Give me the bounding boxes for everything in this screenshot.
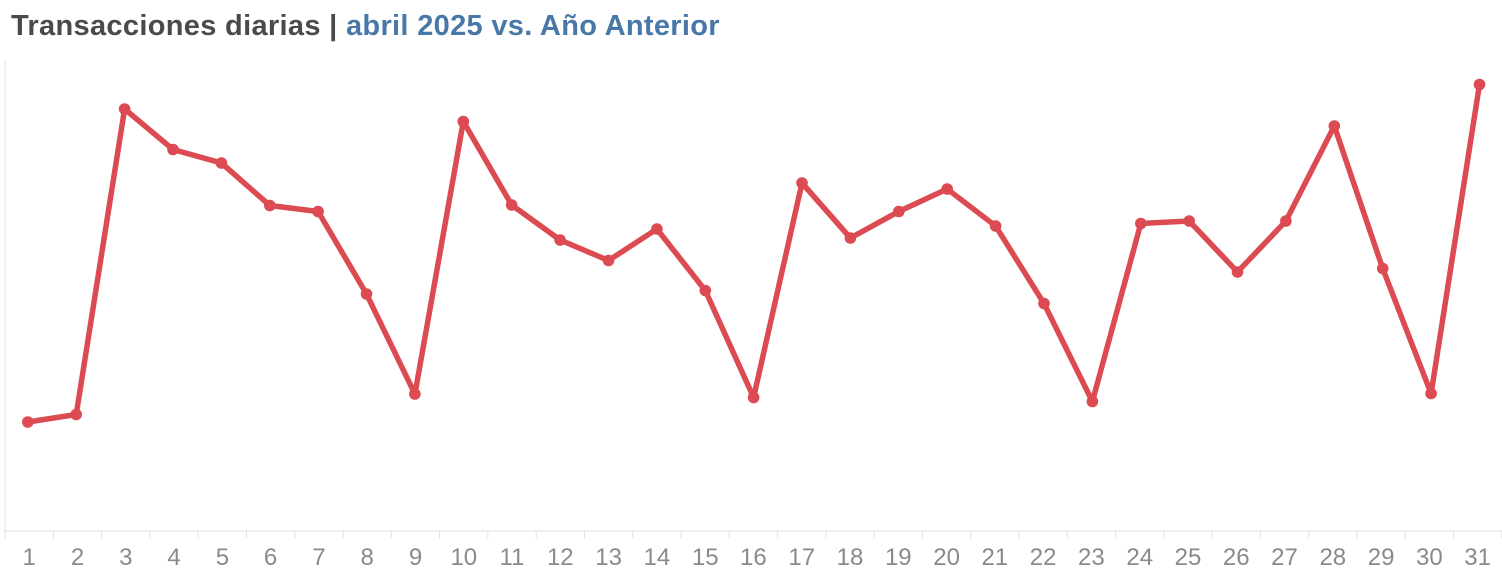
svg-text:7: 7 (312, 544, 325, 571)
svg-text:14: 14 (644, 544, 671, 571)
svg-text:9: 9 (409, 544, 422, 571)
svg-text:4: 4 (167, 544, 180, 571)
svg-text:12: 12 (547, 544, 574, 571)
svg-text:13: 13 (595, 544, 622, 571)
svg-text:10: 10 (450, 544, 477, 571)
svg-text:27: 27 (1271, 544, 1298, 571)
svg-text:8: 8 (361, 544, 374, 571)
svg-text:28: 28 (1319, 544, 1346, 571)
svg-text:11: 11 (500, 544, 525, 571)
svg-text:29: 29 (1368, 544, 1395, 571)
svg-text:23: 23 (1078, 544, 1105, 571)
svg-text:22: 22 (1030, 544, 1057, 571)
svg-text:2: 2 (71, 544, 84, 571)
svg-text:19: 19 (885, 544, 912, 571)
svg-text:16: 16 (740, 544, 767, 571)
svg-text:3: 3 (119, 544, 132, 571)
svg-text:31: 31 (1464, 544, 1491, 571)
svg-text:15: 15 (692, 544, 719, 571)
svg-text:24: 24 (1126, 544, 1153, 571)
svg-text:30: 30 (1416, 544, 1443, 571)
svg-text:18: 18 (837, 544, 864, 571)
svg-text:20: 20 (933, 544, 960, 571)
svg-text:25: 25 (1175, 544, 1202, 571)
svg-text:6: 6 (264, 544, 277, 571)
svg-text:1: 1 (23, 544, 36, 571)
svg-text:5: 5 (216, 544, 229, 571)
svg-text:21: 21 (981, 544, 1008, 571)
svg-text:17: 17 (788, 544, 815, 571)
svg-text:26: 26 (1223, 544, 1250, 571)
